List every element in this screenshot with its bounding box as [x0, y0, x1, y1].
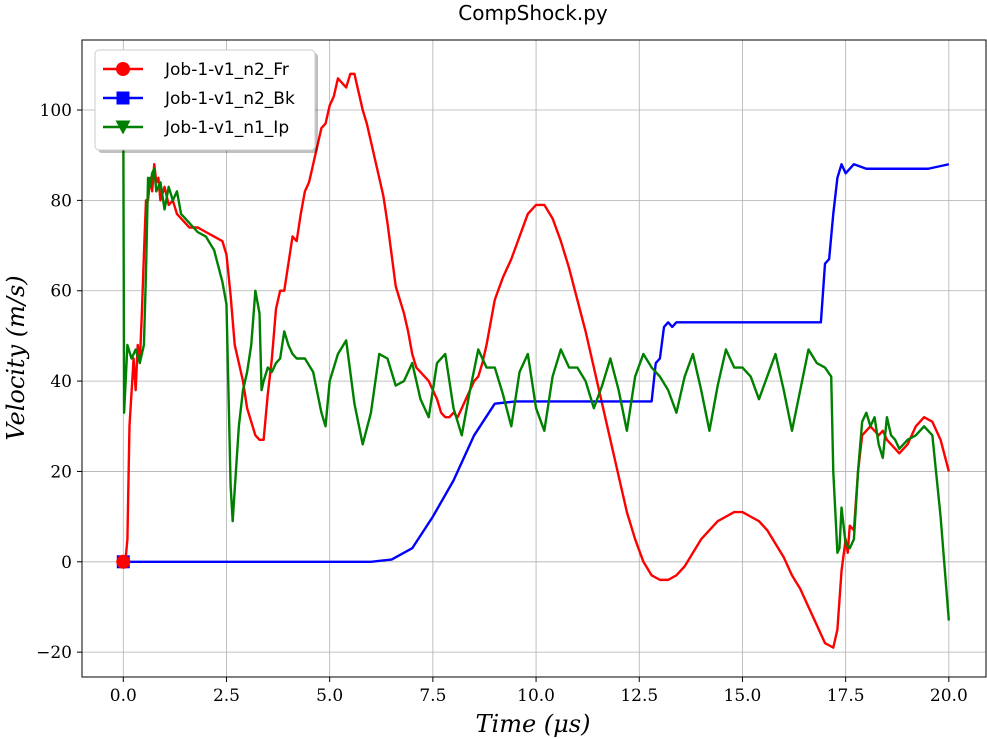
y-tick-label: 60 — [50, 282, 72, 302]
series-start-marker-0 — [116, 554, 131, 569]
x-axis-label: Time (μs) — [476, 710, 591, 738]
legend-label-2: Job-1-v1_n1_Ip — [164, 118, 289, 138]
y-tick-label: 40 — [50, 372, 72, 392]
series-line-2 — [122, 110, 951, 621]
x-tick-label: 5.0 — [316, 686, 343, 706]
x-tick-label: 20.0 — [930, 686, 968, 706]
axis-ticks: 0.0 2.5 5.0 7.5 10.0 12.5 15.0 17.5 20.0 −20 0 20 40… — [36, 101, 968, 706]
chart-title: CompShock.py — [458, 1, 608, 25]
x-tick-label: 12.5 — [620, 686, 658, 706]
legend-marker-1 — [116, 91, 130, 105]
x-tick-label: 15.0 — [724, 686, 762, 706]
series-line-1 — [123, 163, 950, 563]
y-tick-label: −20 — [36, 643, 72, 663]
plot-frame — [81, 39, 987, 678]
y-tick-label: 80 — [50, 191, 72, 211]
x-tick-label: 10.0 — [517, 686, 555, 706]
legend-label-0: Job-1-v1_n2_Fr — [164, 60, 289, 80]
legend-label-1: Job-1-v1_n2_Bk — [164, 89, 295, 109]
legend-marker-0 — [116, 62, 130, 76]
x-tick-label: 2.5 — [213, 686, 240, 706]
x-tick-label: 17.5 — [827, 686, 865, 706]
y-tick-label: 0 — [61, 553, 72, 573]
grid-lines — [82, 40, 986, 677]
legend: Job-1-v1_n2_Fr Job-1-v1_n2_Bk Job-1-v1_n1_… — [94, 49, 318, 153]
legend-marker-2 — [115, 120, 131, 135]
legend-box — [94, 49, 316, 151]
y-tick-label: 100 — [40, 101, 72, 121]
x-tick-label: 7.5 — [419, 686, 446, 706]
x-tick-label: 0.0 — [110, 686, 137, 706]
y-axis-label: Velocity (m/s) — [2, 275, 30, 440]
y-tick-label: 20 — [50, 462, 72, 482]
